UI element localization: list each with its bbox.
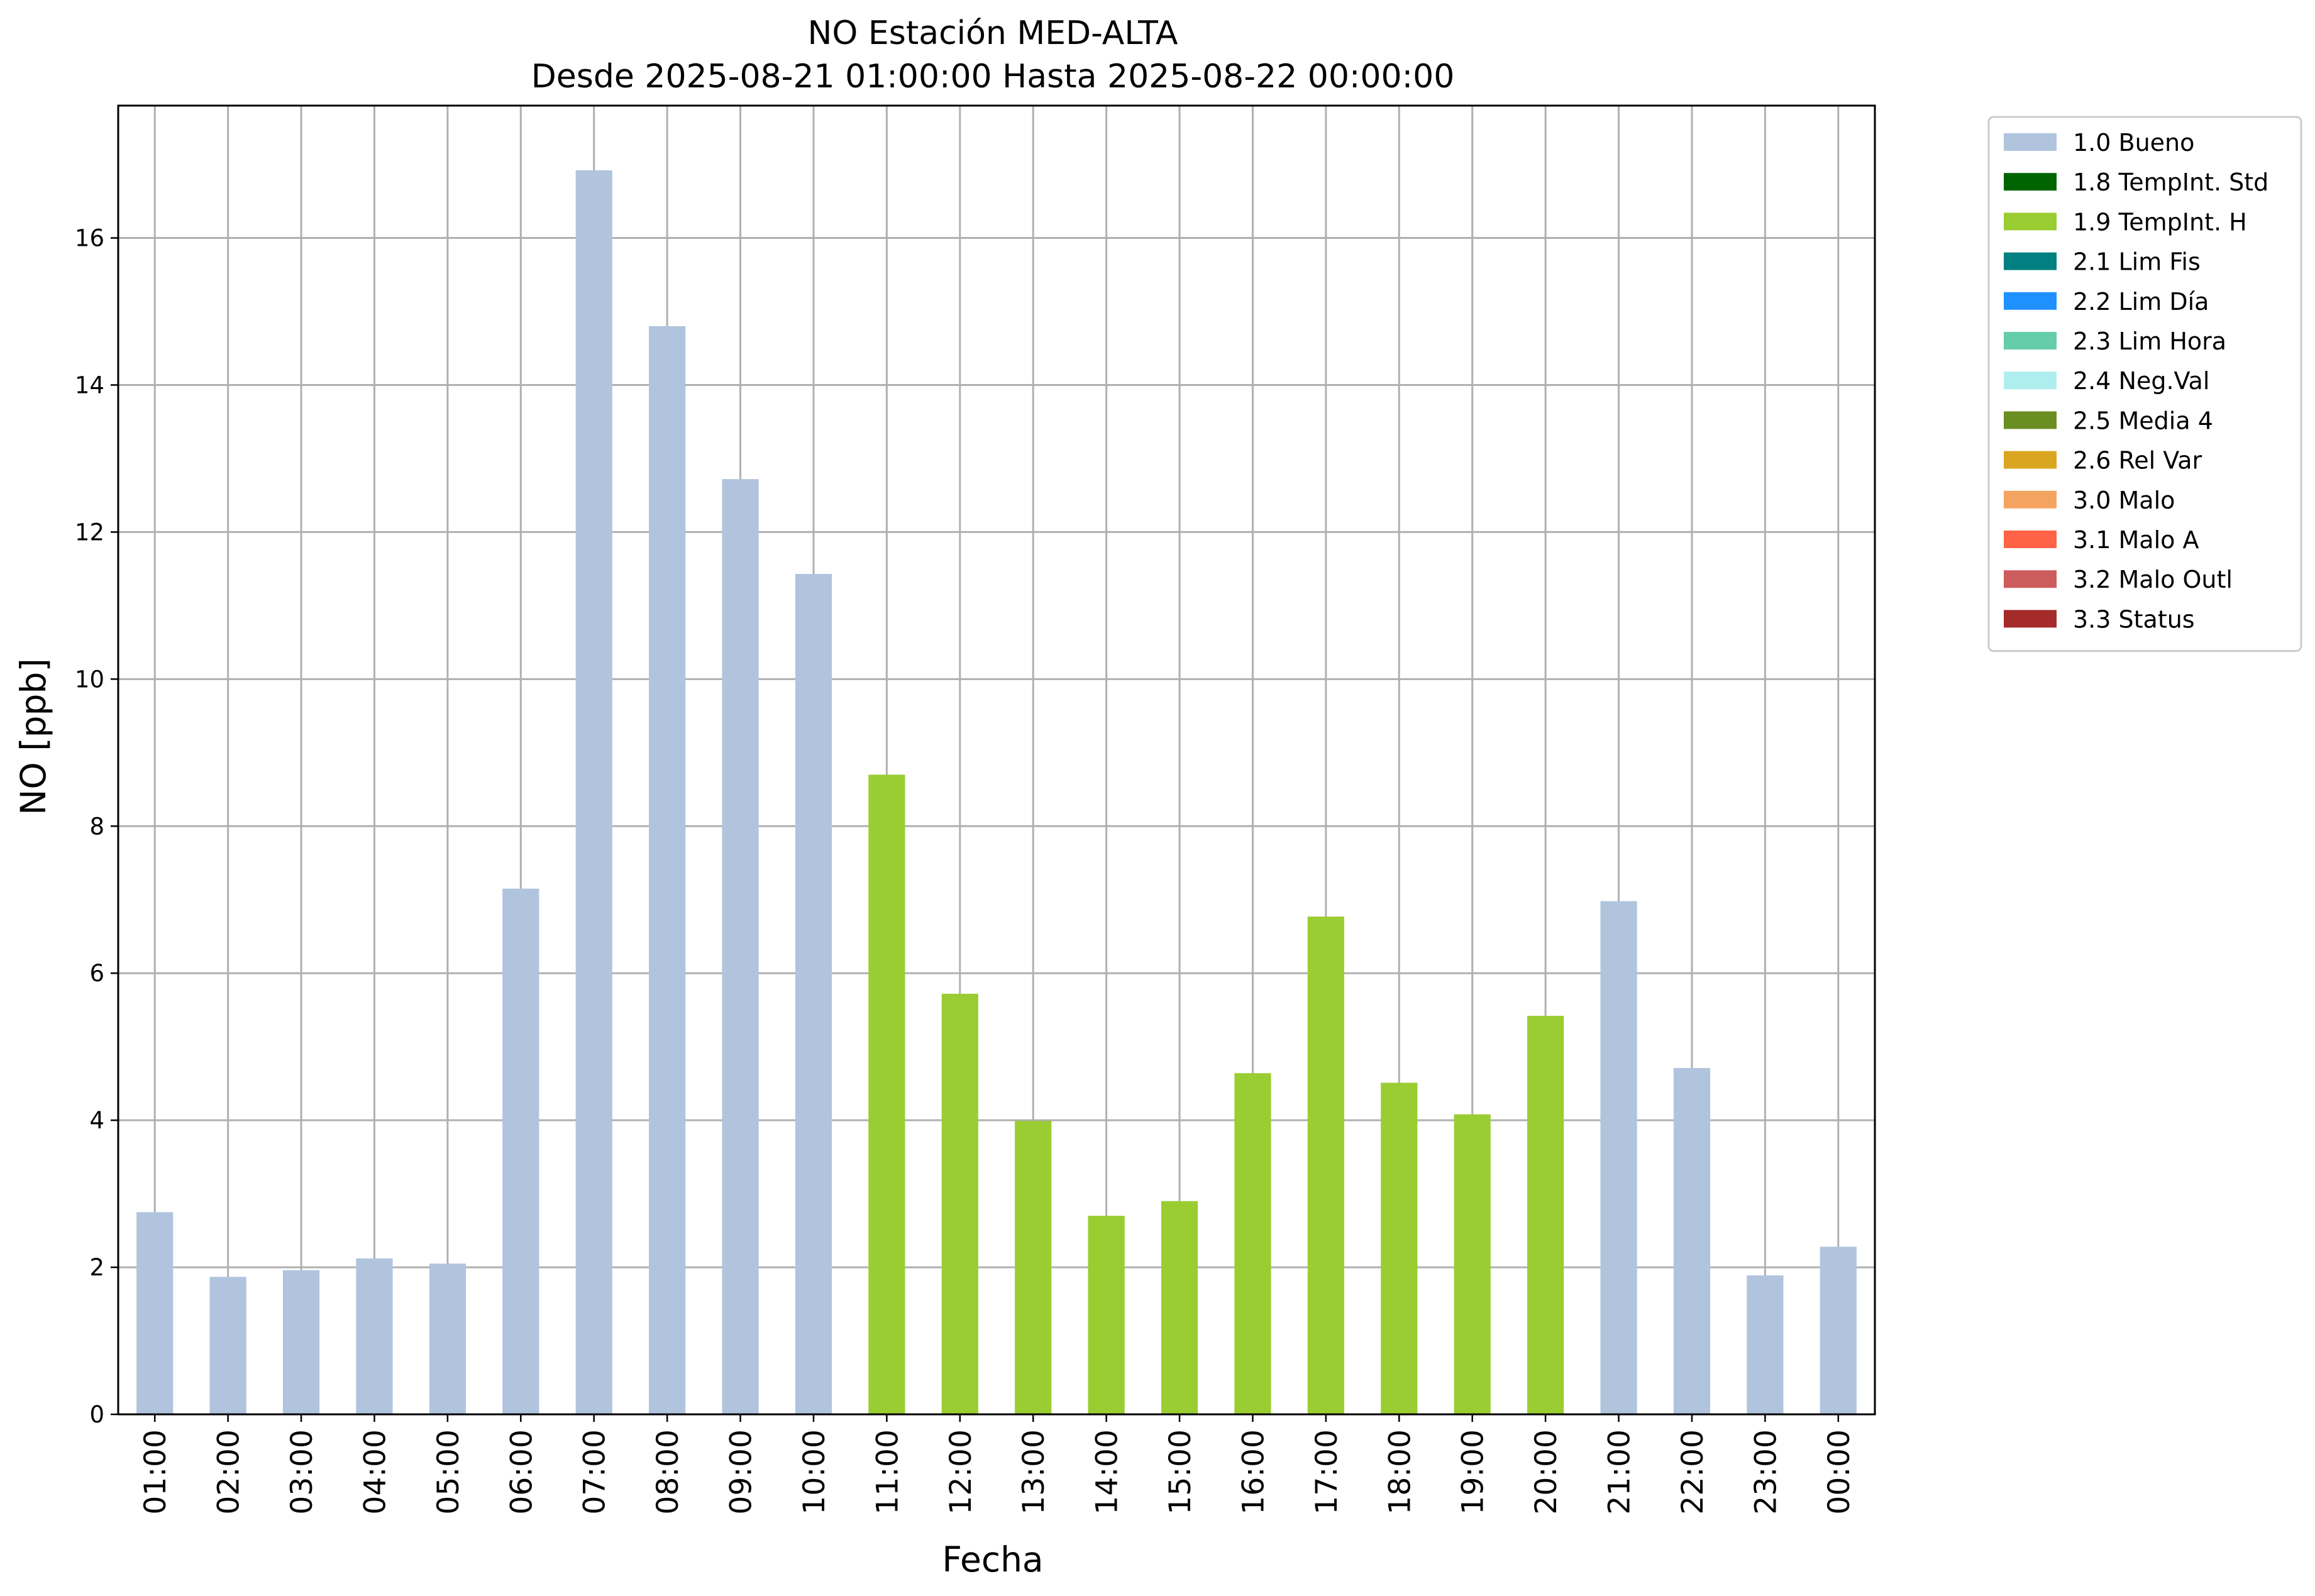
bar-1400 [1088,1216,1125,1414]
bar-1200 [941,993,978,1414]
y-tick-label: 6 [89,960,104,987]
bar-0600 [502,888,539,1414]
bar-0700 [575,170,612,1415]
bar-0400 [356,1258,393,1414]
bar-1900 [1454,1114,1491,1414]
y-tick-label: 16 [75,225,104,252]
bars [136,170,1857,1415]
legend-label: 3.1 Malo A [2073,526,2199,554]
chart-title: NO Estación MED-ALTA [808,14,1178,52]
legend-swatch [2004,292,2057,310]
x-axis-title: Fecha [942,1539,1043,1580]
legend-swatch [2004,570,2057,588]
legend-label: 2.2 Lim Día [2073,288,2209,316]
y-tick-label: 10 [75,666,104,693]
plot-frame [117,104,1876,1416]
bar-2000 [1527,1016,1564,1414]
x-tick-label: 06:00 [504,1429,539,1514]
legend-box [1987,116,2302,652]
bar-0000 [1820,1247,1857,1414]
bar-1500 [1161,1201,1198,1414]
x-tick-label: 20:00 [1529,1429,1564,1514]
legend-label: 2.4 Neg.Val [2073,367,2209,395]
bar-0800 [649,326,686,1414]
bar-0200 [209,1277,246,1414]
bar-2300 [1747,1275,1784,1414]
legend-label: 2.5 Media 4 [2073,407,2213,434]
legend-label: 1.0 Bueno [2073,129,2194,157]
bar-2100 [1600,901,1637,1414]
x-tick-label: 12:00 [944,1429,978,1514]
x-tick-label: 15:00 [1163,1429,1198,1514]
y-tick-label: 4 [89,1107,104,1134]
legend-swatch [2004,371,2057,390]
bar-1100 [868,774,905,1414]
legend-swatch [2004,212,2057,231]
legend-label: 1.9 TempInt. H [2073,208,2247,236]
x-tick-label: 03:00 [285,1429,319,1514]
bar-1800 [1381,1082,1418,1414]
y-tick-label: 8 [89,813,104,840]
x-tick-label: 08:00 [651,1429,685,1514]
bar-1300 [1015,1121,1052,1414]
x-tick-label: 05:00 [431,1429,466,1514]
legend-label: 2.6 Rel Var [2073,447,2202,475]
chart-subtitle: Desde 2025-08-21 01:00:00 Hasta 2025-08-… [531,58,1455,96]
y-axis-ticks: 0 2 4 6 8 10 12 14 16 [75,225,118,1428]
x-tick-label: 13:00 [1017,1429,1051,1514]
x-tick-label: 09:00 [724,1429,759,1514]
x-tick-label: 23:00 [1749,1429,1783,1514]
legend-swatch [2004,531,2057,548]
bar-1600 [1234,1073,1271,1414]
legend-swatch [2004,451,2057,469]
bar-2200 [1673,1068,1711,1414]
legend-swatch [2004,610,2057,628]
x-tick-label: 22:00 [1676,1429,1710,1514]
legend-swatch [2004,411,2057,429]
bar-1700 [1307,916,1344,1414]
x-tick-label: 04:00 [358,1429,392,1514]
legend: 1.0 Bueno 1.8 TempInt. Std 1.9 TempInt. H 2… [1987,116,2302,652]
x-tick-label: 16:00 [1236,1429,1271,1514]
x-tick-label: 11:00 [870,1429,905,1514]
y-tick-label: 14 [75,371,104,399]
y-tick-label: 12 [75,519,104,546]
legend-label: 3.3 Status [2073,605,2195,633]
bar-0500 [429,1263,466,1414]
legend-swatch [2004,133,2057,151]
x-tick-label: 01:00 [138,1429,173,1514]
x-tick-label: 18:00 [1383,1429,1417,1514]
x-tick-label: 14:00 [1090,1429,1125,1514]
y-axis-title: NO [ppb] [13,658,53,815]
x-tick-label: 00:00 [1822,1429,1857,1514]
bar-0300 [282,1270,320,1414]
y-tick-label: 2 [89,1254,104,1281]
legend-swatch [2004,332,2057,349]
legend-swatch [2004,173,2057,191]
x-axis-ticks: 01:00 02:00 03:00 04:00 05:00 06:00 07:00 08:00… [138,1414,1857,1514]
legend-label: 2.1 Lim Fis [2073,248,2201,276]
bar-0900 [722,479,759,1415]
bar-0100 [136,1212,174,1414]
y-tick-label: 0 [89,1401,104,1428]
legend-label: 3.2 Malo Outl [2073,566,2233,593]
x-tick-label: 21:00 [1603,1429,1637,1514]
bar-1000 [795,574,832,1415]
legend-swatch [2004,490,2057,509]
legend-swatch [2004,252,2057,270]
legend-label: 1.8 TempInt. Std [2073,168,2268,196]
plot-border [117,104,1876,1416]
x-tick-label: 02:00 [212,1429,246,1514]
x-tick-label: 19:00 [1456,1429,1491,1514]
x-tick-label: 17:00 [1310,1429,1344,1514]
legend-label: 3.0 Malo [2073,487,2175,514]
legend-label: 2.3 Lim Hora [2073,327,2226,355]
x-tick-label: 10:00 [797,1429,832,1514]
x-tick-label: 07:00 [578,1429,612,1514]
